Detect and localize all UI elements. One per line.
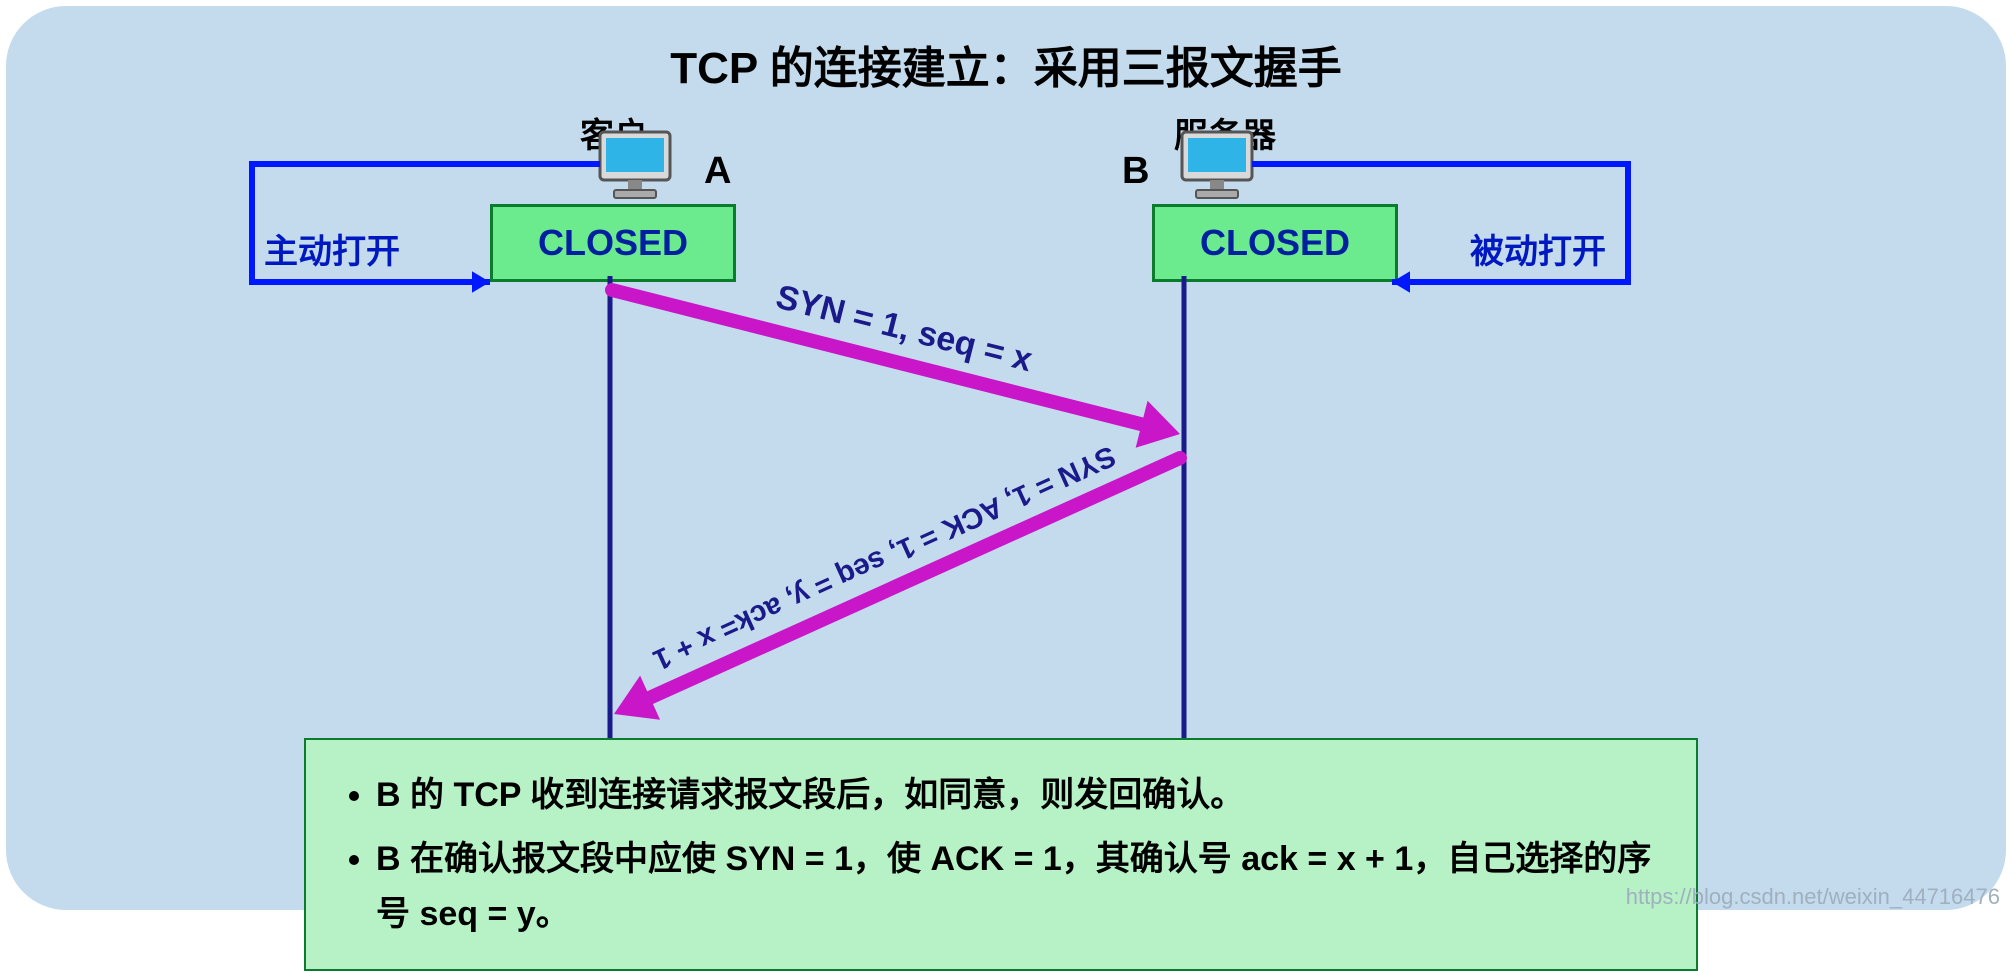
server-id-label: B <box>1122 150 1149 193</box>
server-state-box: CLOSED <box>1152 204 1398 282</box>
client-state-text: CLOSED <box>538 222 688 264</box>
server-role-label: 服务器 <box>1174 108 1276 157</box>
server-open-label: 被动打开 <box>1470 224 1606 273</box>
client-state-box: CLOSED <box>490 204 736 282</box>
client-role-label: 客户 <box>580 108 648 157</box>
server-state-text: CLOSED <box>1200 222 1350 264</box>
explanation-bullet-2: B 在确认报文段中应使 SYN = 1，使 ACK = 1，其确认号 ack =… <box>376 832 1666 941</box>
explanation-box: B 的 TCP 收到连接请求报文段后，如同意，则发回确认。 B 在确认报文段中应… <box>304 738 1698 971</box>
explanation-bullet-1: B 的 TCP 收到连接请求报文段后，如同意，则发回确认。 <box>376 768 1666 822</box>
diagram-title: TCP 的连接建立：采用三报文握手 <box>0 32 2012 96</box>
canvas: TCP 的连接建立：采用三报文握手 客户 A 主动打开 CLOSED 服务器 B… <box>0 0 2012 916</box>
watermark: https://blog.csdn.net/weixin_44716476 <box>1626 884 2000 910</box>
client-id-label: A <box>704 150 731 193</box>
client-open-label: 主动打开 <box>264 224 400 273</box>
